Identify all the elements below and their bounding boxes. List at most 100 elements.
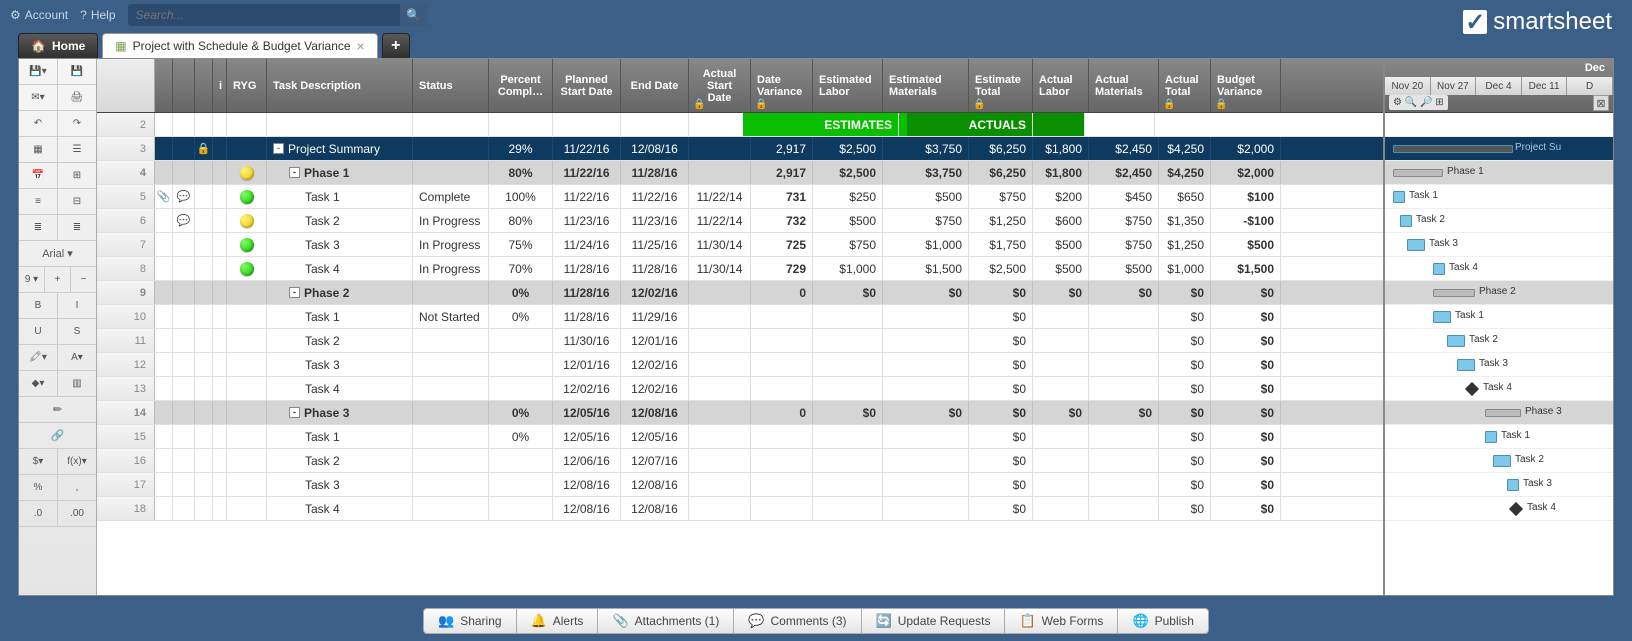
grid-row[interactable]: 16Task 212/06/1612/07/16$0$0$0 (97, 449, 1383, 473)
cell-etot[interactable]: $0 (969, 353, 1033, 376)
gantt-bar[interactable] (1393, 191, 1405, 203)
col-header-elab[interactable]: Estimated Labor (813, 59, 883, 112)
row-number[interactable]: 4 (97, 161, 155, 184)
cell-elab[interactable] (813, 425, 883, 448)
toolbar-btn[interactable]: ▦ (19, 137, 58, 162)
cell-end[interactable]: 12/02/16 (621, 377, 689, 400)
cell-bvar[interactable]: $0 (1211, 329, 1281, 352)
toolbar-btn[interactable]: ↷ (58, 111, 96, 136)
cell-comment[interactable] (173, 329, 195, 352)
grid-row[interactable]: 15Task 10%12/05/1612/05/16$0$0$0 (97, 425, 1383, 449)
cell-attach[interactable] (155, 137, 173, 160)
cell-emat[interactable] (883, 353, 969, 376)
cell-emat[interactable]: $500 (883, 185, 969, 208)
cell-bvar[interactable]: $500 (1211, 233, 1281, 256)
cell-comment[interactable] (173, 137, 195, 160)
cell-pct[interactable]: 80% (489, 209, 553, 232)
cell-amat[interactable] (1089, 449, 1159, 472)
cell-astart[interactable]: 11/30/14 (689, 233, 751, 256)
cell-pstart[interactable]: 11/22/16 (553, 137, 621, 160)
cell-desc[interactable]: Task 3 (267, 353, 413, 376)
cell-alab[interactable] (1033, 353, 1089, 376)
bottom-btn-alerts[interactable]: 🔔Alerts (517, 608, 599, 634)
cell-info[interactable] (213, 305, 227, 328)
grid-row[interactable]: 13Task 412/02/1612/02/16$0$0$0 (97, 377, 1383, 401)
cell-bvar[interactable]: $0 (1211, 401, 1281, 424)
cell-end[interactable]: 11/23/16 (621, 209, 689, 232)
toolbar-btn[interactable]: B (19, 293, 58, 318)
cell-atot[interactable]: $0 (1159, 377, 1211, 400)
cell-etot[interactable]: $1,750 (969, 233, 1033, 256)
row-number[interactable]: 16 (97, 449, 155, 472)
toolbar-btn[interactable]: ≣ (58, 215, 96, 240)
cell-status[interactable]: In Progress (413, 233, 489, 256)
col-header-emat[interactable]: Estimated Materials (883, 59, 969, 112)
gantt-bar[interactable] (1433, 289, 1475, 297)
cell-comment[interactable] (173, 401, 195, 424)
cell-status[interactable] (413, 329, 489, 352)
cell-ryg[interactable] (227, 473, 267, 496)
grid-row[interactable]: 10Task 1Not Started0%11/28/1611/29/16$0$… (97, 305, 1383, 329)
cell-pstart[interactable]: 11/30/16 (553, 329, 621, 352)
cell-ryg[interactable] (227, 161, 267, 184)
gantt-bar[interactable] (1447, 335, 1465, 347)
cell-lock[interactable] (195, 473, 213, 496)
grid-row[interactable]: 5📎💬Task 1Complete100%11/22/1611/22/1611/… (97, 185, 1383, 209)
cell-desc[interactable]: -Phase 2 (267, 281, 413, 304)
cell-end[interactable]: 11/25/16 (621, 233, 689, 256)
cell-pstart[interactable]: 11/23/16 (553, 209, 621, 232)
cell-pct[interactable]: 80% (489, 161, 553, 184)
toolbar-btn[interactable]: ↶ (19, 111, 58, 136)
cell-status[interactable] (413, 353, 489, 376)
grid-row[interactable]: 14-Phase 30%12/05/1612/08/160$0$0$0$0$0$… (97, 401, 1383, 425)
cell-bvar[interactable]: $0 (1211, 377, 1281, 400)
cell-info[interactable] (213, 113, 227, 136)
cell-ryg[interactable] (227, 113, 267, 136)
cell-pct[interactable]: 100% (489, 185, 553, 208)
cell-alab[interactable] (1033, 305, 1089, 328)
cell-astart[interactable] (689, 113, 751, 136)
cell-end[interactable]: 12/02/16 (621, 281, 689, 304)
cell-bvar[interactable]: $0 (1211, 473, 1281, 496)
cell-pstart[interactable]: 12/05/16 (553, 425, 621, 448)
cell-pstart[interactable]: 11/28/16 (553, 281, 621, 304)
close-tab-icon[interactable]: × (357, 38, 365, 54)
cell-comment[interactable] (173, 449, 195, 472)
cell-bvar[interactable] (1085, 113, 1155, 136)
cell-bvar[interactable]: $2,000 (1211, 137, 1281, 160)
cell-emat[interactable] (883, 329, 969, 352)
cell-dvar[interactable] (751, 353, 813, 376)
cell-amat[interactable] (1089, 353, 1159, 376)
cell-atot[interactable]: $0 (1159, 329, 1211, 352)
cell-ryg[interactable] (227, 305, 267, 328)
cell-dvar[interactable]: 725 (751, 233, 813, 256)
sheet-tab[interactable]: ▦ Project with Schedule & Budget Varianc… (102, 33, 377, 58)
cell-comment[interactable]: 💬 (173, 185, 195, 208)
cell-amat[interactable]: $500 (1089, 257, 1159, 280)
bottom-btn-web[interactable]: 📋Web Forms (1005, 608, 1118, 634)
toolbar-btn[interactable]: A▾ (58, 345, 96, 370)
cell-alab[interactable]: $500 (1033, 233, 1089, 256)
gantt-bar[interactable] (1393, 169, 1443, 177)
cell-alab[interactable] (1033, 329, 1089, 352)
cell-amat[interactable]: $0 (1089, 281, 1159, 304)
cell-astart[interactable] (689, 497, 751, 520)
cell-astart[interactable]: 11/22/14 (689, 209, 751, 232)
cell-pct[interactable]: 0% (489, 305, 553, 328)
cell-amat[interactable]: $750 (1089, 233, 1159, 256)
cell-emat[interactable]: $3,750 (883, 161, 969, 184)
gantt-toolbar[interactable]: ⚙ 🔍 🔎 ⊞ (1389, 95, 1448, 110)
cell-lock[interactable]: 🔒 (195, 137, 213, 160)
cell-end[interactable]: 12/07/16 (621, 449, 689, 472)
cell-attach[interactable] (155, 257, 173, 280)
cell-attach[interactable] (155, 113, 173, 136)
bottom-btn-update[interactable]: 🔄Update Requests (862, 608, 1006, 634)
cell-info[interactable] (213, 233, 227, 256)
cell-lock[interactable] (195, 449, 213, 472)
cell-elab[interactable] (813, 449, 883, 472)
cell-end[interactable]: 12/08/16 (621, 401, 689, 424)
cell-atot[interactable]: $1,350 (1159, 209, 1211, 232)
row-number[interactable]: 14 (97, 401, 155, 424)
cell-comment[interactable] (173, 161, 195, 184)
cell-comment[interactable]: 💬 (173, 209, 195, 232)
